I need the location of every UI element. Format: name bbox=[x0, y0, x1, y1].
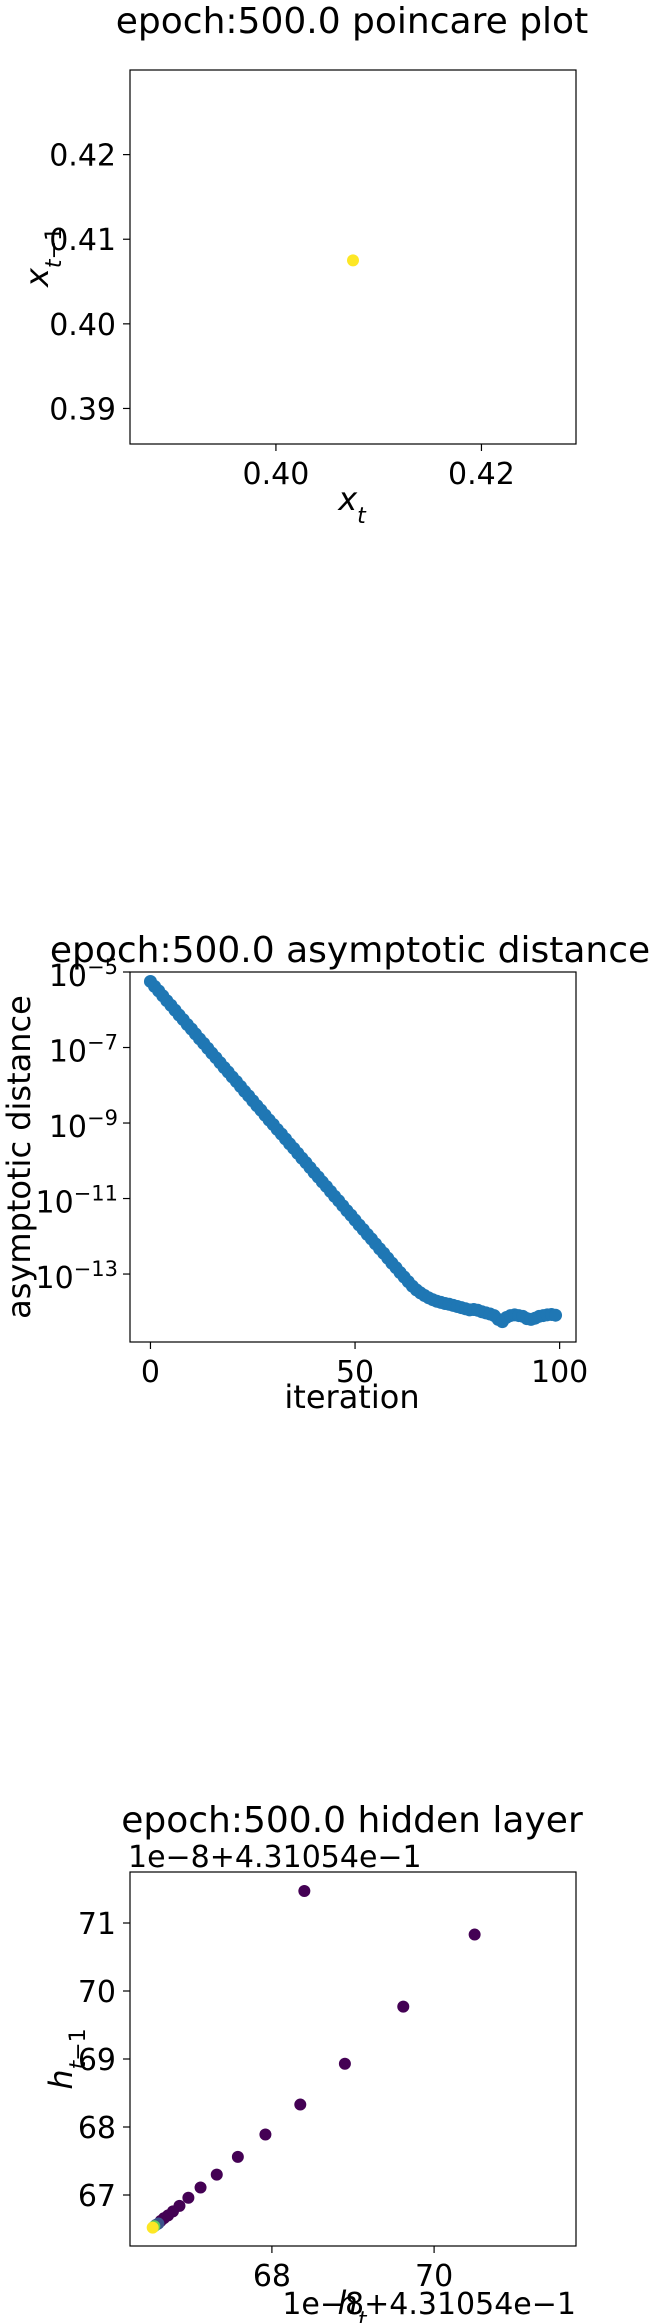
chart-title: epoch:500.0 hidden layer bbox=[121, 1800, 583, 1841]
y-tick-label: 71 bbox=[78, 1907, 116, 1942]
y-tick-label: 10−9 bbox=[49, 1106, 118, 1145]
asymptotic-distance-chart: epoch:500.0 asymptotic distance 0 50 100 10… bbox=[0, 930, 650, 1416]
y-tick-label: 68 bbox=[78, 2111, 116, 2146]
x-tick-label: 100 bbox=[531, 1355, 588, 1390]
x-axis-label: ht bbox=[338, 2284, 368, 2323]
x-tick-label: 50 bbox=[336, 1355, 374, 1390]
chart-title: epoch:500.0 asymptotic distance bbox=[50, 930, 650, 971]
hidden-layer-chart: epoch:500.0 hidden layer 1e−8+4.31054e−1… bbox=[42, 1800, 583, 2323]
y-tick-label: 10−7 bbox=[49, 1031, 118, 1070]
x-offset-text: 1e−8+4.31054e−1 bbox=[282, 2287, 576, 2322]
data-point bbox=[294, 2098, 307, 2111]
poincare-chart: epoch:500.0 poincare plot 0.40 0.420.390.… bbox=[18, 1, 588, 529]
y-tick-label: 0.39 bbox=[49, 392, 116, 427]
y-tick-label: 10−11 bbox=[35, 1182, 118, 1221]
marks-group bbox=[143, 974, 563, 1329]
plot-area bbox=[129, 971, 577, 1343]
data-point bbox=[468, 1928, 481, 1941]
x-tick-label: 0.40 bbox=[243, 457, 310, 492]
y-tick-label: 67 bbox=[78, 2179, 116, 2214]
y-axis-label: asymptotic distance bbox=[0, 995, 38, 1319]
y-axis-label: ht−1 bbox=[42, 2028, 91, 2089]
tick-group: 0 50 100 10−5 10−7 10−9 10−11 10−13 bbox=[35, 955, 588, 1390]
x-tick-label: 68 bbox=[253, 2259, 291, 2294]
tick-group: 68 70 67 68 69 70 71 bbox=[78, 1907, 453, 2294]
y-tick-label: 0.40 bbox=[49, 308, 116, 343]
marks-group bbox=[347, 254, 359, 267]
y-tick-label: 70 bbox=[78, 1975, 116, 2010]
tick-group: 0.40 0.42 0.39 0.40 0.41 0.42 bbox=[49, 139, 515, 492]
y-tick-label: 0.42 bbox=[49, 139, 116, 174]
data-point bbox=[549, 1308, 563, 1322]
data-point bbox=[210, 2168, 223, 2181]
data-point bbox=[347, 254, 359, 267]
x-tick-label: 0.42 bbox=[448, 457, 515, 492]
data-point bbox=[298, 1885, 311, 1898]
y-tick-label: 69 bbox=[78, 2043, 116, 2078]
x-tick-label: 70 bbox=[415, 2259, 453, 2294]
chart-title: epoch:500.0 poincare plot bbox=[116, 1, 588, 42]
x-axis-label: xt bbox=[337, 480, 367, 529]
marks-group bbox=[146, 1885, 481, 2234]
data-point bbox=[397, 2000, 410, 2013]
x-tick-label: 0 bbox=[141, 1355, 160, 1390]
y-tick-label: 10−5 bbox=[49, 955, 118, 994]
data-point bbox=[259, 2128, 272, 2141]
x-axis-label: iteration bbox=[284, 1378, 419, 1416]
data-point bbox=[231, 2150, 244, 2163]
y-tick-label: 0.41 bbox=[49, 223, 116, 258]
data-point bbox=[338, 2057, 351, 2070]
data-point bbox=[146, 2221, 159, 2234]
y-offset-text: 1e−8+4.31054e−1 bbox=[128, 1840, 422, 1875]
plot-area bbox=[129, 69, 577, 445]
y-axis-label: xt−1 bbox=[18, 227, 67, 288]
data-point bbox=[194, 2181, 207, 2194]
y-tick-label: 10−13 bbox=[35, 1257, 118, 1296]
data-point bbox=[182, 2191, 195, 2204]
